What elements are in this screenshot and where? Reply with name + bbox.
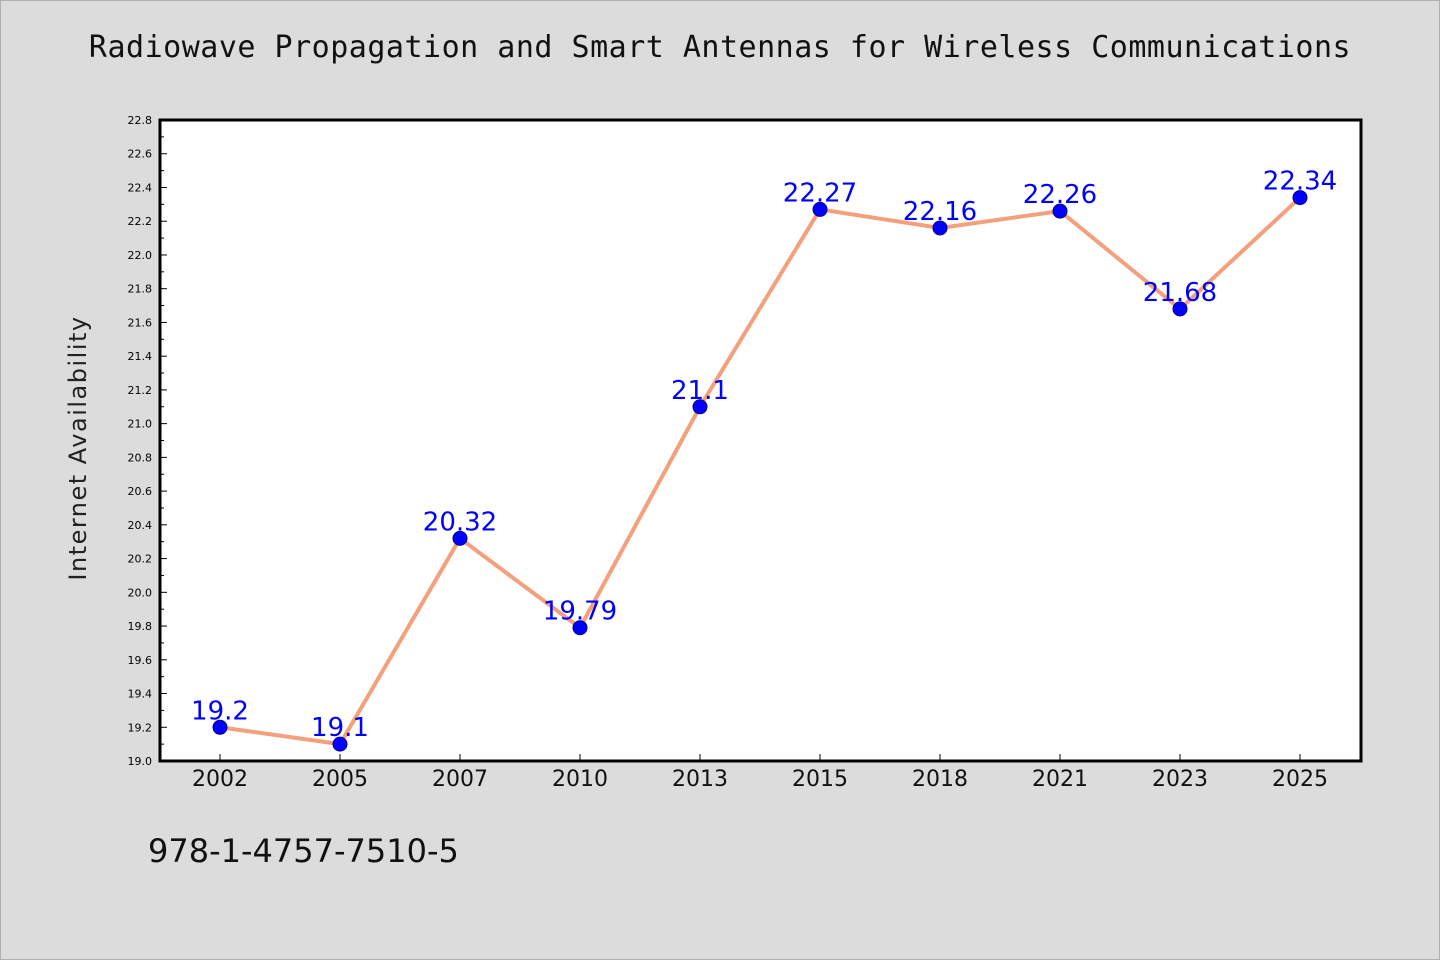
data-point (1292, 190, 1308, 206)
data-point (932, 220, 948, 236)
y-axis: 19.0 19.2 19.4 19.6 19.8 20.0 20.2 20.4 20.6 20.8… (128, 114, 167, 768)
y-tick-label: 19.8 (128, 620, 153, 633)
data-label: 19.1 (311, 713, 369, 743)
y-tick-label: 20.0 (128, 586, 153, 599)
y-tick-label: 19.4 (128, 688, 153, 701)
data-label: 22.16 (903, 197, 977, 227)
data-label: 21.1 (671, 376, 729, 406)
y-axis-label: Internet Availability (64, 315, 92, 580)
y-tick-label: 19.6 (128, 654, 153, 667)
y-tick-label: 22.8 (128, 114, 153, 127)
y-tick-label: 22.4 (128, 181, 153, 194)
x-tick-label: 2007 (432, 767, 488, 792)
data-point (692, 399, 708, 415)
x-tick-label: 2025 (1272, 767, 1328, 792)
y-tick-label: 21.8 (128, 283, 153, 296)
y-tick-label: 20.8 (128, 451, 153, 464)
x-tick-label: 2018 (912, 767, 968, 792)
x-tick-label: 2023 (1152, 767, 1208, 792)
data-point (332, 736, 348, 752)
y-tick-label: 22.0 (128, 249, 153, 262)
y-tick-label: 20.6 (128, 485, 153, 498)
data-point (1052, 203, 1068, 219)
series-line (219, 196, 1302, 747)
x-tick-label: 2010 (552, 767, 608, 792)
y-tick-label: 21.2 (128, 384, 153, 397)
y-tick-label: 21.4 (128, 350, 153, 363)
isbn-text: 978-1-4757-7510-5 (148, 832, 459, 870)
data-point (212, 719, 228, 735)
data-point (812, 201, 828, 217)
x-tick-label: 2021 (1032, 767, 1088, 792)
y-tick-label: 22.6 (128, 148, 153, 161)
x-tick-label: 2013 (672, 767, 728, 792)
data-label: 22.34 (1263, 167, 1337, 197)
y-tick-label: 21.6 (128, 316, 153, 329)
y-tick-label: 22.2 (128, 215, 153, 228)
x-tick-label: 2015 (792, 767, 848, 792)
data-label: 20.32 (423, 507, 497, 537)
x-tick-label: 2002 (192, 767, 248, 792)
data-label: 22.26 (1023, 180, 1097, 210)
y-tick-label: 19.2 (128, 721, 153, 734)
x-axis: 2002 2005 2007 2010 2013 2015 2018 2021 2023 2025 (192, 754, 1328, 792)
data-point (572, 620, 588, 636)
data-label: 19.2 (191, 696, 249, 726)
plot-area (158, 118, 1363, 763)
data-label: 22.27 (783, 178, 857, 208)
chart-title: Radiowave Propagation and Smart Antennas… (88, 30, 1352, 65)
y-tick-label: 20.4 (128, 519, 153, 532)
data-point (452, 530, 468, 546)
data-label: 19.79 (543, 597, 617, 627)
x-tick-label: 2005 (312, 767, 368, 792)
y-tick-label: 20.2 (128, 553, 153, 566)
y-tick-label: 21.0 (128, 418, 153, 431)
data-label: 21.68 (1143, 278, 1217, 308)
data-point (1172, 301, 1188, 317)
series-group: 19.2 19.1 20.32 19.79 21.1 22.27 22.16 22.26 21.… (191, 167, 1337, 752)
y-tick-label: 19.0 (128, 755, 153, 768)
